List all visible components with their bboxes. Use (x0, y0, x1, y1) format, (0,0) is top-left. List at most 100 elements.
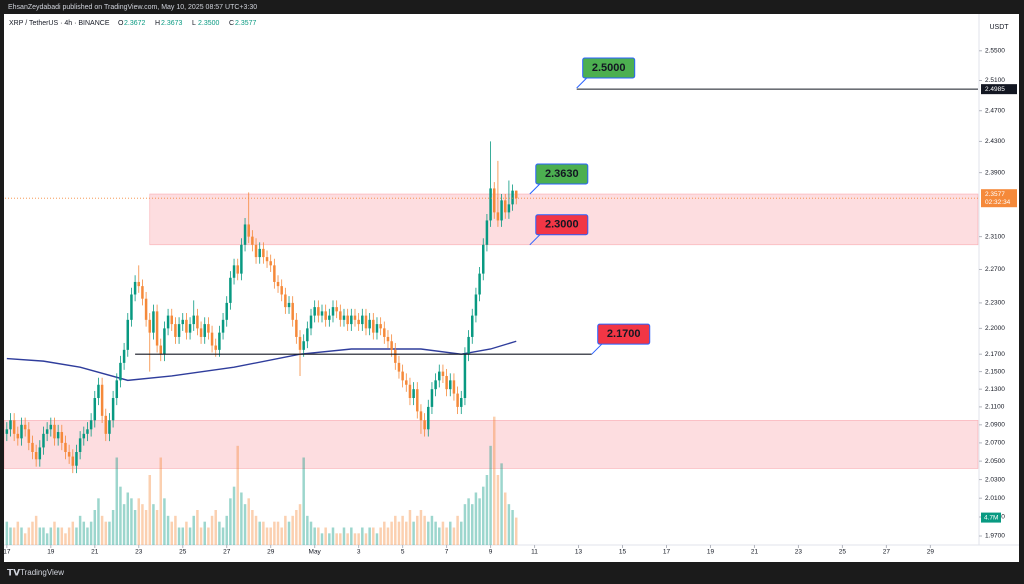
candle-body (463, 354, 467, 399)
volume-bar (104, 521, 108, 545)
volume-bar (100, 515, 104, 545)
x-tick-label: 23 (795, 549, 803, 556)
plot (4, 88, 979, 545)
y-tick-label: 2.1500 (985, 368, 1005, 375)
volume-bar (67, 527, 71, 545)
candle-body (291, 302, 294, 320)
unit: USDT (989, 24, 1009, 31)
volume-bar (144, 510, 148, 545)
candle-body (152, 311, 155, 333)
volume-bar (372, 527, 375, 545)
volume-bar (408, 510, 412, 545)
volume-bar (163, 498, 166, 545)
candle-body (166, 315, 170, 329)
candle-body (320, 311, 324, 316)
volume-bar (361, 527, 364, 545)
candle-body (456, 393, 459, 407)
x-tick-label: 21 (91, 549, 99, 556)
candle-body (119, 362, 122, 381)
candle-body (177, 324, 181, 337)
callout-pointer (576, 77, 588, 89)
volume-bar (23, 533, 27, 545)
candle-body (42, 433, 45, 448)
volume-bar (331, 527, 335, 545)
candle-body (273, 265, 276, 282)
volume-bar (20, 527, 23, 545)
candle-body (375, 324, 379, 333)
volume-bar (482, 486, 485, 545)
candle-body (302, 341, 305, 350)
ohlc-key: C (229, 20, 234, 27)
volume-bar (460, 521, 463, 545)
candle-body (471, 315, 474, 337)
x-tick-label: 3 (357, 549, 361, 556)
volume-bar (280, 527, 283, 545)
y-tick-label: 2.5100 (985, 77, 1005, 84)
candle-body (514, 190, 518, 199)
volume-bar (12, 527, 16, 545)
volume-bar (452, 527, 456, 545)
candle-body (438, 371, 441, 381)
volume-bar (119, 486, 122, 545)
candle-body (12, 420, 16, 434)
y-tick-label: 2.0100 (985, 495, 1005, 502)
x-tick-label: May (309, 549, 322, 556)
y-tick-label: 2.0900 (985, 422, 1005, 429)
candle-body (500, 200, 503, 221)
candle-body (34, 451, 38, 460)
candle-body (434, 380, 437, 390)
ohlc-value: 2.3577 (235, 20, 257, 27)
candle-body (203, 324, 206, 337)
volume-bar (38, 527, 42, 545)
candle-body (339, 311, 342, 320)
candle-body (148, 319, 152, 333)
price-tag (981, 189, 1017, 208)
volume-bar (383, 521, 386, 545)
candle-body (163, 328, 166, 355)
volume-bar (394, 515, 397, 545)
volume-bar (177, 527, 181, 545)
candle-body (137, 281, 141, 287)
volume-bar (207, 527, 210, 545)
volume-bar (357, 533, 360, 545)
level-tag (981, 84, 1017, 95)
candle-body (64, 442, 67, 452)
volume-bar (302, 457, 305, 545)
volume-bar (130, 498, 133, 545)
volume-bar (141, 504, 144, 545)
volume-bar (89, 521, 93, 545)
volume-bar (188, 527, 192, 545)
x-tick-label: 11 (531, 549, 538, 556)
volume-bar (405, 521, 408, 545)
x-tick-label: 7 (445, 549, 449, 556)
volume-bar (31, 521, 34, 545)
x-tick-label: 19 (707, 549, 715, 556)
volume-bar (60, 527, 64, 545)
candle-body (423, 420, 426, 430)
volume-bar (324, 527, 327, 545)
candle-body (265, 257, 269, 262)
volume-bar (203, 521, 206, 545)
volume-bar (412, 521, 415, 545)
candle-body (287, 302, 291, 308)
candle-body (306, 328, 309, 342)
candle-body (386, 336, 390, 342)
candle-body (20, 424, 23, 439)
y-tick-label: 1.9700 (985, 533, 1005, 540)
y-tick-label: 2.1300 (985, 386, 1005, 393)
candle-body (254, 244, 258, 258)
candle-body (75, 451, 78, 466)
volume-bar (240, 492, 243, 545)
ohlc-value: 2.3672 (124, 20, 146, 27)
volume-bar (445, 527, 448, 545)
volume-bar (514, 517, 518, 545)
candle-body (324, 311, 327, 320)
candle-body (449, 380, 452, 390)
candle-body (56, 432, 60, 439)
x-tick-label: 9 (489, 549, 493, 556)
candle-body (174, 324, 177, 337)
candle-body (269, 261, 272, 266)
volume-bar (503, 492, 507, 545)
callout-pointer (529, 234, 541, 246)
volume-bar (75, 527, 78, 545)
